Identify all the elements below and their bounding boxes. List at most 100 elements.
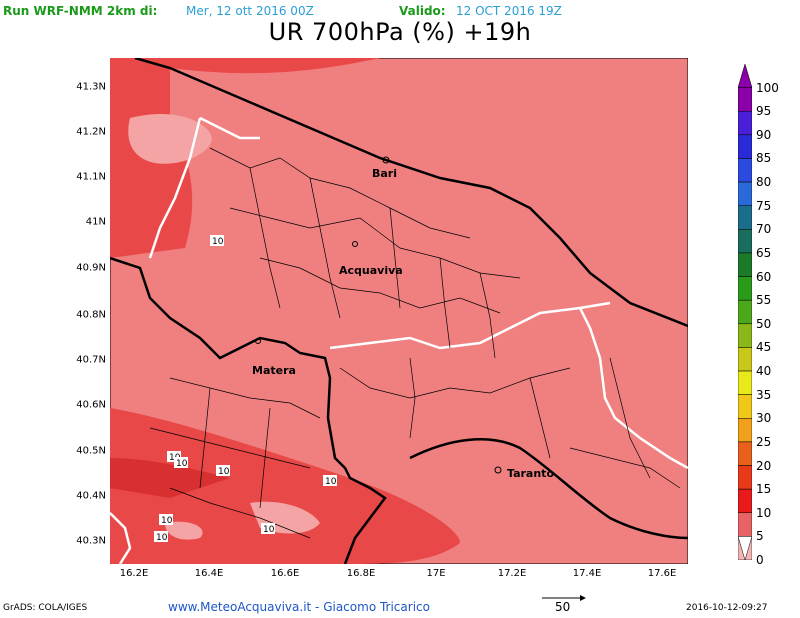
- lon-tick: 17.6E: [647, 568, 677, 579]
- lat-tick: 40.7N: [76, 354, 106, 366]
- colorbar-level-label: 50: [756, 316, 772, 331]
- colorbar-level-label: 30: [756, 411, 772, 426]
- contour-label-bg: [174, 457, 188, 468]
- city-label-matera: Matera: [252, 364, 296, 377]
- lat-tick: 40.6N: [76, 399, 106, 411]
- lat-tick: 41N: [85, 216, 106, 228]
- bari-marker: [382, 156, 390, 164]
- colorbar-level-label: 15: [756, 482, 772, 497]
- lat-tick: 41.1N: [76, 171, 106, 183]
- contour-label-bg: [323, 475, 337, 486]
- colorbar-level-label: 75: [756, 198, 772, 213]
- contour-label-bg: [159, 514, 173, 525]
- colorbar-segment: [738, 394, 752, 419]
- timestamp: 2016-10-12-09:27: [686, 603, 768, 613]
- lon-tick: 16.4E: [194, 568, 224, 579]
- city-label-bari: Bari: [372, 167, 397, 180]
- lat-tick: 40.8N: [76, 309, 106, 321]
- contour-label-bg: [167, 451, 181, 462]
- high-humidity-band-top: [110, 58, 380, 74]
- valid-date: 12 OCT 2016 19Z: [456, 4, 562, 18]
- colorbar-level-label: 65: [756, 245, 772, 260]
- colorbar-segment: [738, 181, 752, 206]
- contour-label: 10: [161, 516, 173, 526]
- colorbar-segment: [738, 418, 752, 443]
- lon-tick: 17.4E: [572, 568, 602, 579]
- colorbar-segment: [738, 276, 752, 301]
- colorbar-level-label: 25: [756, 434, 772, 449]
- grads-credit: GrADS: COLA/IGES: [3, 603, 88, 613]
- lat-tick: 40.3N: [76, 535, 106, 547]
- colorbar-level-label: 55: [756, 293, 772, 308]
- municipal-boundaries: [149, 147, 681, 539]
- colorbar-segment: [738, 347, 752, 372]
- colorbar-segment: [738, 205, 752, 230]
- colorbar-segment: [738, 252, 752, 277]
- colorbar-segment: [738, 299, 752, 325]
- contour-label-bg: [216, 465, 230, 476]
- run-date: Mer, 12 ott 2016 00Z: [186, 4, 314, 18]
- lon-tick: 16.8E: [346, 568, 376, 579]
- humidity-map: Bari Acquaviva Matera Taranto 10 10 10 1…: [110, 58, 688, 564]
- lat-tick: 40.5N: [76, 445, 106, 457]
- colorbar-segment: [738, 323, 752, 348]
- adriatic-coastline: [134, 58, 688, 328]
- colorbar-level-label: 85: [756, 151, 772, 166]
- contour-label: 10: [156, 533, 168, 543]
- contour-label: 10: [263, 525, 275, 535]
- province-border-sw: [110, 512, 132, 564]
- colorbar-segment: [738, 512, 752, 537]
- acquaviva-marker: [352, 241, 358, 247]
- contour-label: 10: [218, 467, 230, 477]
- colorbar-segment: [738, 229, 752, 254]
- colorbar-level-label: 80: [756, 175, 772, 190]
- lat-tick: 40.4N: [76, 490, 106, 502]
- contour-label-bg: [210, 235, 224, 246]
- basilicata-border: [110, 256, 387, 564]
- colorbar-bottom-arrow: [738, 536, 752, 560]
- lon-tick: 17E: [426, 568, 446, 579]
- contour-labels: 10 10 10 10 10 10 10 10: [154, 235, 337, 543]
- colorbar-segment: [738, 87, 752, 112]
- colorbar-level-label: 5: [756, 529, 764, 544]
- colorbar-level-label: 0: [756, 553, 764, 567]
- colorbar-segment: [738, 110, 752, 136]
- colorbar-level-label: 60: [756, 269, 772, 284]
- valid-label: Valido:: [399, 4, 446, 18]
- colorbar: [738, 64, 752, 560]
- colorbar-level-label: 90: [756, 127, 772, 142]
- taranto-marker: [494, 466, 502, 474]
- colorbar-level-label: 45: [756, 340, 772, 355]
- lat-tick: 41.3N: [76, 81, 106, 93]
- province-border-south: [578, 307, 688, 470]
- lon-tick: 16.2E: [119, 568, 149, 579]
- contour-label: 10: [325, 477, 337, 487]
- wind-scale-arrow: [542, 595, 586, 601]
- contour-label: 10: [176, 459, 188, 469]
- province-border-north: [148, 117, 202, 259]
- colorbar-segment: [738, 465, 752, 490]
- colorbar-level-label: 100: [756, 80, 779, 95]
- map-title: UR 700hPa (%) +19h: [268, 18, 532, 46]
- run-label: Run WRF-NMM 2km di:: [3, 4, 158, 18]
- province-border-central: [329, 301, 611, 350]
- low-humidity-patch-3: [165, 521, 203, 540]
- colorbar-level-label: 10: [756, 505, 772, 520]
- colorbar-level-label: 95: [756, 104, 772, 119]
- contour-label-bg: [261, 523, 275, 534]
- colorbar-segment: [738, 158, 752, 183]
- colorbar-segment: [738, 134, 752, 159]
- lon-tick: 17.2E: [497, 568, 527, 579]
- colorbar-level-label: 40: [756, 364, 772, 379]
- site-credit[interactable]: www.MeteoAcquaviva.it - Giacomo Tricaric…: [168, 600, 430, 614]
- lon-tick: 16.6E: [270, 568, 300, 579]
- colorbar-segment: [738, 370, 752, 395]
- lat-tick: 41.2N: [76, 126, 106, 138]
- wind-scale-label: 50: [555, 600, 571, 614]
- high-humidity-band-bottom: [110, 408, 460, 564]
- colorbar-segment: [738, 488, 752, 514]
- ionian-coastline: [409, 438, 688, 540]
- city-label-taranto: Taranto: [507, 467, 554, 480]
- matera-marker: [255, 338, 261, 344]
- colorbar-top-arrow: [738, 64, 752, 88]
